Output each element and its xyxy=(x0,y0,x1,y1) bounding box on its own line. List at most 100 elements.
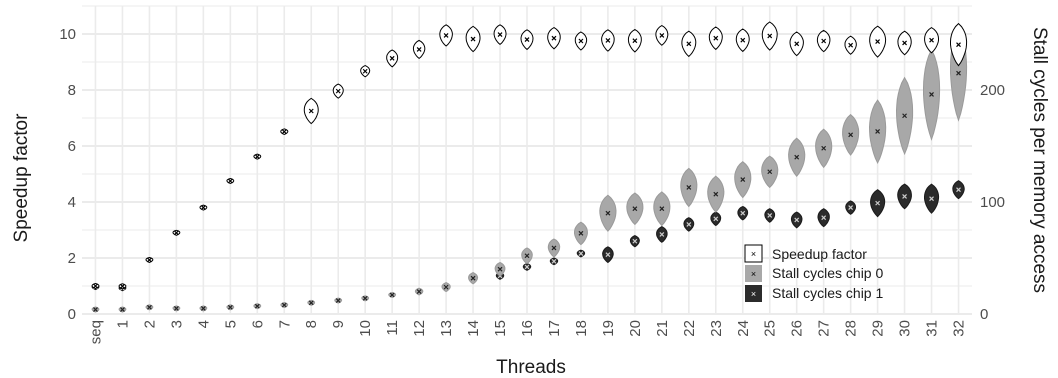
median-marker-stroke xyxy=(443,32,449,38)
chip0-median xyxy=(308,300,314,306)
legend-key-speedup xyxy=(744,244,763,263)
median-marker-stroke xyxy=(524,264,530,270)
median-marker-stroke xyxy=(875,129,881,134)
speedup-median xyxy=(902,40,908,46)
legend-label-chip1: Stall cycles chip 1 xyxy=(772,285,883,301)
median-marker-stroke xyxy=(416,289,422,295)
median-marker-stroke xyxy=(362,68,368,74)
x-tick-label: 23 xyxy=(708,320,725,337)
median-marker-stroke xyxy=(875,200,881,206)
chip0-median xyxy=(146,304,152,310)
x-tick-label: 25 xyxy=(762,320,779,337)
chip1-median xyxy=(929,196,934,202)
chip0-median xyxy=(821,145,827,151)
chip0-median xyxy=(200,305,206,311)
chip0-median xyxy=(686,185,692,190)
median-marker-stroke xyxy=(605,210,611,216)
median-marker-stroke xyxy=(686,41,692,47)
legend: × Speedup factor × Stall cycles chip 0 ×… xyxy=(744,244,883,302)
speedup-median xyxy=(308,108,314,114)
x-tick-label: 9 xyxy=(330,320,347,328)
legend-key-chip0 xyxy=(745,265,762,282)
median-marker-stroke xyxy=(200,305,206,311)
speedup-median xyxy=(443,32,449,38)
median-marker-stroke xyxy=(659,232,665,237)
median-marker-stroke xyxy=(389,55,395,61)
chip0-median xyxy=(470,275,476,281)
median-marker-stroke xyxy=(794,154,800,160)
legend-label-speedup: Speedup factor xyxy=(772,246,867,262)
series-stall-cycles-chip-1 xyxy=(91,180,965,292)
median-marker-stroke xyxy=(173,305,179,311)
x-tick-label: 17 xyxy=(546,320,563,337)
speedup-median xyxy=(173,230,179,236)
speedup-median xyxy=(470,36,476,42)
median-marker-stroke xyxy=(929,37,934,43)
chip1-median xyxy=(821,215,827,221)
y-axis-right-title: Stall cycles per memory access xyxy=(1029,27,1050,293)
speedup-median xyxy=(929,37,934,43)
median-marker-stroke xyxy=(254,154,260,160)
x-tick-label: 6 xyxy=(249,320,266,328)
median-marker-stroke xyxy=(848,205,854,211)
legend-marker-chip0: × xyxy=(751,269,756,279)
median-marker-stroke xyxy=(821,145,827,151)
chip1-median xyxy=(551,258,557,264)
chip0-median xyxy=(227,304,233,310)
median-marker-stroke xyxy=(416,46,422,52)
chip0-median xyxy=(551,245,557,251)
chip0-median xyxy=(578,230,584,236)
x-tick-label: seq xyxy=(88,320,105,344)
chip1-median xyxy=(659,232,665,237)
speedup-median xyxy=(686,41,692,47)
chip1-median xyxy=(632,238,638,244)
chip0-median xyxy=(767,169,773,175)
median-marker-stroke xyxy=(794,41,800,47)
chip0-median xyxy=(497,266,503,272)
median-marker-stroke xyxy=(146,304,152,310)
median-marker-stroke xyxy=(524,37,530,43)
x-tick-label: 14 xyxy=(465,320,482,337)
median-marker-stroke xyxy=(308,300,314,306)
median-marker-stroke xyxy=(713,191,719,197)
speedup-median xyxy=(956,42,961,48)
chip1-median xyxy=(956,187,961,193)
y-left-tick-label: 2 xyxy=(68,250,76,267)
x-tick-label: 5 xyxy=(222,320,239,328)
median-marker-stroke xyxy=(227,304,233,310)
speedup-median xyxy=(416,46,422,52)
y-axis-left-ticks: 0 2 4 6 8 10 xyxy=(59,26,76,323)
chip1-median xyxy=(524,264,530,270)
median-marker-stroke xyxy=(794,217,800,223)
median-marker-stroke xyxy=(767,33,773,39)
chip0-median xyxy=(524,253,530,259)
legend-marker-speedup: × xyxy=(751,249,756,259)
chip1-median xyxy=(767,213,773,218)
chip0-median xyxy=(173,305,179,311)
x-tick-label: 20 xyxy=(627,320,644,337)
median-marker-stroke xyxy=(335,298,341,303)
median-marker-stroke xyxy=(740,177,746,183)
median-marker-stroke xyxy=(578,251,584,256)
x-tick-label: 24 xyxy=(735,320,752,337)
x-tick-label: 29 xyxy=(870,320,887,337)
median-marker-stroke xyxy=(956,187,961,193)
median-marker-stroke xyxy=(767,169,773,175)
x-tick-label: 3 xyxy=(168,320,185,328)
y-left-tick-label: 10 xyxy=(59,26,76,43)
speedup-median xyxy=(389,55,395,61)
x-tick-label: 28 xyxy=(843,320,860,337)
x-tick-label: 8 xyxy=(303,320,320,328)
speedup-median xyxy=(227,178,233,184)
median-marker-stroke xyxy=(200,205,206,211)
median-marker-stroke xyxy=(120,283,125,289)
y-right-tick-label: 200 xyxy=(980,82,1005,99)
speedup-median xyxy=(93,283,98,289)
speedup-median xyxy=(281,129,287,135)
chip0-median xyxy=(632,206,638,212)
chip1-median xyxy=(794,217,800,223)
median-marker-stroke xyxy=(605,252,611,258)
y-right-tick-label: 0 xyxy=(980,306,988,323)
median-marker-stroke xyxy=(875,39,881,44)
